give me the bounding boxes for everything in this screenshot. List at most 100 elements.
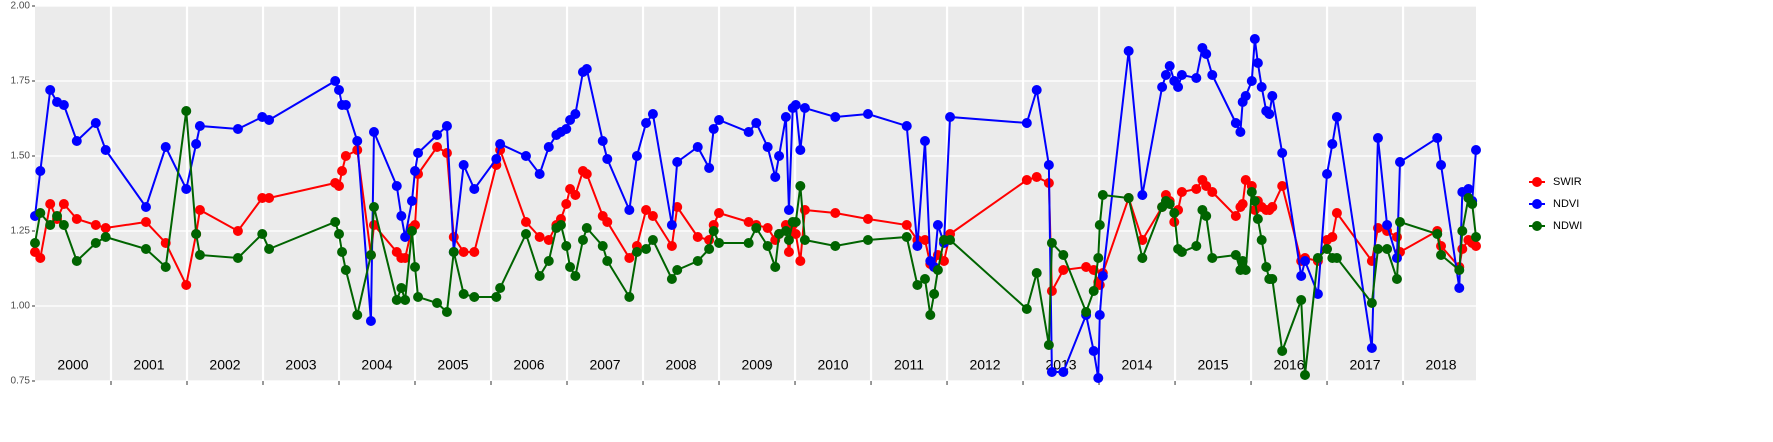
data-point	[1207, 187, 1218, 197]
data-point	[1137, 253, 1148, 263]
data-point	[862, 109, 873, 119]
data-point	[799, 235, 810, 245]
data-point	[1081, 262, 1092, 272]
data-point	[783, 235, 794, 245]
data-point	[862, 214, 873, 224]
data-point	[543, 256, 554, 266]
data-point	[45, 199, 56, 209]
y-tick-label: 1.25	[11, 226, 31, 237]
data-point	[1331, 112, 1342, 122]
data-point	[1046, 367, 1057, 377]
data-point	[929, 289, 940, 299]
data-point	[780, 112, 791, 122]
data-point	[1327, 232, 1338, 242]
data-point	[743, 238, 754, 248]
data-point	[400, 253, 411, 263]
data-point	[441, 121, 452, 131]
data-point	[708, 226, 719, 236]
data-point	[1457, 244, 1468, 254]
data-point	[495, 283, 506, 293]
data-point	[919, 235, 930, 245]
data-point	[1394, 157, 1405, 167]
data-point	[264, 244, 275, 254]
data-point	[58, 199, 69, 209]
data-point	[406, 196, 417, 206]
year-label: 2010	[817, 357, 848, 373]
data-point	[762, 142, 773, 152]
data-point	[1164, 61, 1175, 71]
data-point	[140, 217, 151, 227]
data-point	[565, 262, 576, 272]
data-point	[1366, 298, 1377, 308]
data-point	[901, 232, 912, 242]
data-point	[352, 136, 363, 146]
data-point	[1331, 253, 1342, 263]
data-point	[71, 256, 82, 266]
data-point	[901, 121, 912, 131]
data-point	[561, 124, 572, 134]
data-point	[1256, 235, 1267, 245]
data-point	[35, 208, 46, 218]
year-label: 2007	[589, 357, 620, 373]
data-point	[1237, 256, 1248, 266]
data-point	[1046, 238, 1057, 248]
data-point	[666, 241, 677, 251]
data-point	[340, 151, 351, 161]
data-point	[232, 253, 243, 263]
data-point	[751, 223, 762, 233]
data-point	[1169, 208, 1180, 218]
data-point	[602, 256, 613, 266]
data-point	[1123, 46, 1134, 56]
data-point	[714, 115, 725, 125]
data-point	[830, 241, 841, 251]
data-point	[1391, 253, 1402, 263]
data-point	[1246, 187, 1257, 197]
data-point	[1021, 304, 1032, 314]
data-point	[704, 244, 715, 254]
data-point	[1230, 250, 1241, 260]
data-point	[1432, 133, 1443, 143]
data-point	[140, 202, 151, 212]
data-point	[1331, 208, 1342, 218]
data-point	[938, 256, 949, 266]
data-point	[830, 208, 841, 218]
data-point	[1252, 58, 1263, 68]
data-point	[1201, 181, 1212, 191]
data-point	[1454, 283, 1465, 293]
data-point	[743, 217, 754, 227]
data-point	[945, 235, 956, 245]
data-point	[1137, 235, 1148, 245]
data-point	[1372, 244, 1383, 254]
data-point	[469, 247, 480, 257]
data-point	[597, 241, 608, 251]
data-point	[491, 292, 502, 302]
data-point	[1093, 373, 1104, 383]
data-point	[1043, 160, 1054, 170]
data-point	[641, 118, 652, 128]
data-point	[365, 250, 376, 260]
year-label: 2015	[1197, 357, 1228, 373]
data-point	[647, 211, 658, 221]
data-point	[1031, 85, 1042, 95]
data-point	[520, 229, 531, 239]
data-point	[1467, 199, 1478, 209]
data-point	[520, 217, 531, 227]
year-label: 2014	[1121, 357, 1152, 373]
data-point	[1246, 76, 1257, 86]
data-point	[191, 139, 202, 149]
data-point	[795, 181, 806, 191]
data-point	[52, 211, 63, 221]
data-point	[410, 166, 421, 176]
data-point	[1267, 202, 1278, 212]
year-label: 2000	[57, 357, 88, 373]
data-point	[334, 85, 345, 95]
data-point	[1240, 175, 1251, 185]
data-point	[330, 217, 341, 227]
data-point	[624, 205, 635, 215]
data-point	[400, 232, 411, 242]
data-point	[458, 160, 469, 170]
data-point	[708, 124, 719, 134]
data-point	[1457, 226, 1468, 236]
data-point	[912, 241, 923, 251]
y-tick-label: 1.50	[11, 151, 31, 162]
